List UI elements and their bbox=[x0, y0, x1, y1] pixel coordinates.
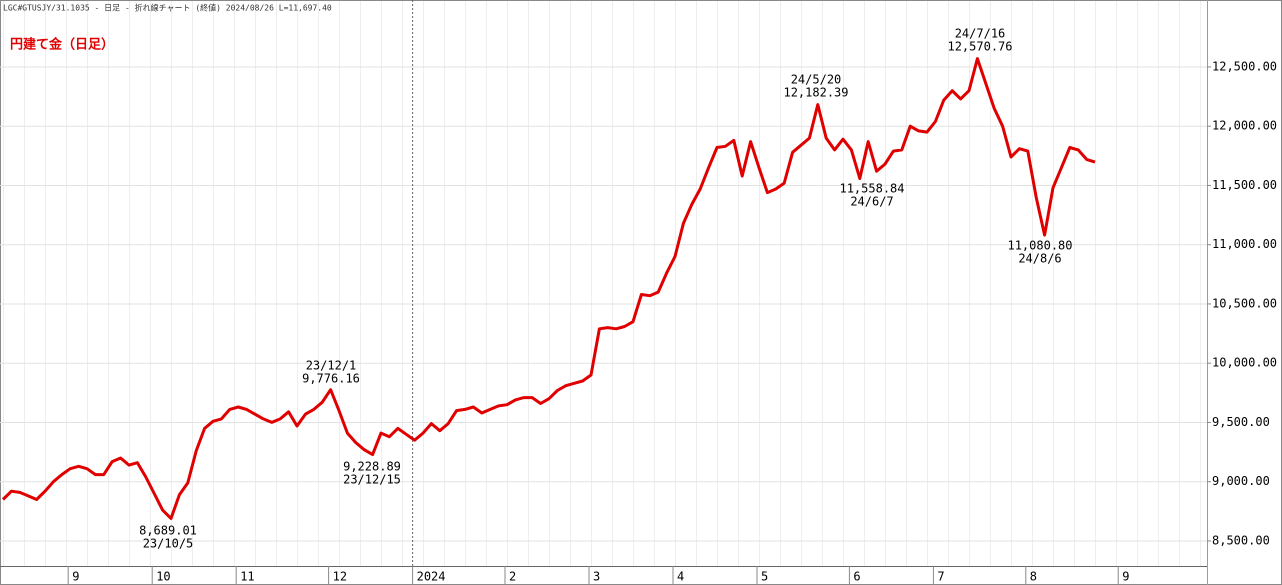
annotation: 11,080.80 bbox=[1007, 239, 1072, 253]
annotation: 9,776.16 bbox=[302, 372, 360, 386]
annotation: 24/8/6 bbox=[1018, 252, 1061, 266]
annotation: 24/7/16 bbox=[955, 27, 1006, 41]
x-tick-label: 4 bbox=[677, 570, 684, 584]
y-tick-label: 8,500.00 bbox=[1212, 533, 1270, 547]
x-tick-label: 2 bbox=[509, 570, 516, 584]
y-tick-label: 12,000.00 bbox=[1212, 119, 1277, 133]
y-tick-label: 9,000.00 bbox=[1212, 474, 1270, 488]
x-tick-label: 3 bbox=[593, 570, 600, 584]
x-tick-label: 10 bbox=[156, 570, 170, 584]
x-tick-label: 11 bbox=[240, 570, 254, 584]
price-line bbox=[1, 57, 1096, 520]
y-tick-label: 10,500.00 bbox=[1212, 296, 1277, 310]
y-tick-label: 9,500.00 bbox=[1212, 415, 1270, 429]
header-text: LGC#GTUSJY/31.1035 - 日足 - 折れ線チャート (終値) 2… bbox=[3, 3, 332, 13]
x-tick-label: 9 bbox=[72, 570, 79, 584]
x-tick-label: 2024 bbox=[417, 570, 446, 584]
annotation: 24/6/7 bbox=[850, 195, 893, 209]
x-tick-label: 7 bbox=[937, 570, 944, 584]
chart-title: 円建て金（日足） bbox=[10, 37, 114, 53]
week-grid bbox=[0, 0, 1207, 566]
y-tick-label: 11,000.00 bbox=[1212, 237, 1277, 251]
x-tick-label: 6 bbox=[853, 570, 860, 584]
annotation: 11,558.84 bbox=[839, 182, 904, 196]
x-tick-label: 5 bbox=[761, 570, 768, 584]
y-tick-label: 12,500.00 bbox=[1212, 59, 1277, 73]
y-tick-label: 11,500.00 bbox=[1212, 178, 1277, 192]
annotation: 9,228.89 bbox=[343, 460, 401, 474]
annotation: 12,182.39 bbox=[783, 86, 848, 100]
annotation: 12,570.76 bbox=[947, 40, 1012, 54]
annotation: 8,689.01 bbox=[139, 524, 197, 538]
x-tick-label: 12 bbox=[333, 570, 347, 584]
annotation: 23/12/1 bbox=[306, 359, 357, 373]
x-tick-label: 9 bbox=[1122, 570, 1129, 584]
y-tick-label: 10,000.00 bbox=[1212, 356, 1277, 370]
annotation: 23/10/5 bbox=[143, 537, 194, 551]
annotation: 23/12/15 bbox=[343, 473, 401, 487]
annotation: 24/5/20 bbox=[791, 73, 842, 87]
x-tick-label: 8 bbox=[1030, 570, 1037, 584]
